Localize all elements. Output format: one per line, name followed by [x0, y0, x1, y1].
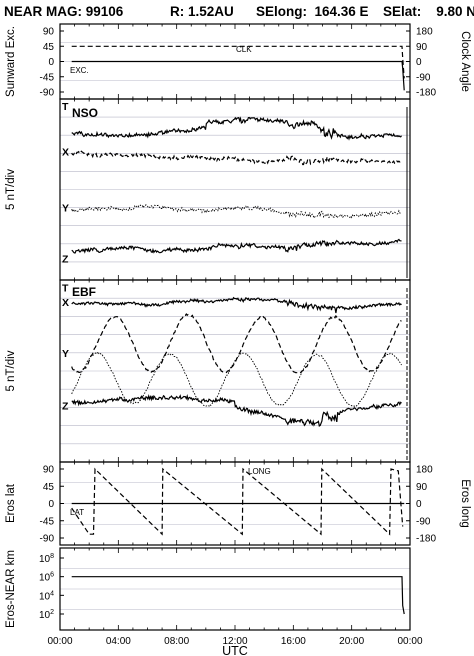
y-tick-label-left: 90: [43, 465, 55, 476]
nso-label: NSO: [72, 106, 98, 120]
series-clk: [71, 45, 405, 79]
ebf-label-x: X: [62, 297, 69, 309]
series-distance: [71, 576, 405, 615]
ebf-label-y: Y: [62, 348, 69, 360]
x-axis-label: UTC: [222, 644, 248, 656]
y-tick-label-left: -90: [40, 88, 55, 99]
ylabel-ebf: 5 nT/div: [5, 350, 17, 391]
ylabel-eros-lat: Eros lat: [5, 483, 17, 523]
x-tick-label: 04:00: [106, 636, 131, 647]
nso-label-z: Z: [62, 253, 69, 265]
ylabel-eros-long: Eros long: [459, 479, 471, 528]
y-tick-label-left: 102: [39, 609, 54, 621]
ebf-label: EBF: [72, 285, 96, 299]
y-tick-label-left: 0: [48, 57, 54, 68]
x-tick-label: 16:00: [281, 636, 306, 647]
y-tick-label-left: 45: [43, 42, 55, 53]
y-tick-label-right: -180: [416, 88, 436, 99]
y-tick-label-right: 180: [416, 27, 433, 38]
y-tick-label-right: 90: [416, 482, 428, 493]
x-tick-label: 00:00: [397, 636, 422, 647]
y-tick-label-left: 108: [39, 553, 54, 565]
panel-5: [59, 547, 411, 631]
y-tick-label-left: -90: [40, 534, 55, 545]
panel-2: [59, 98, 411, 281]
y-tick-label-left: -45: [40, 72, 55, 83]
nso-trace-x: [71, 150, 402, 166]
y-tick-label-left: 0: [48, 499, 54, 510]
y-tick-label-left: -45: [40, 516, 55, 527]
nso-label-t: T: [62, 101, 69, 113]
y-tick-label-left: 90: [43, 27, 55, 38]
ebf-label-z: Z: [62, 401, 69, 413]
label-long: LONG: [248, 467, 271, 476]
y-tick-label-right: 0: [416, 499, 422, 510]
distance-label: R: 1.52AU: [170, 4, 234, 19]
chart-header: NEAR MAG: 99106 R: 1.52AU SElong: 164.36…: [0, 4, 474, 24]
x-tick-label: 12:00: [222, 636, 247, 647]
nso-trace-t: [71, 116, 402, 141]
series-long: [71, 467, 404, 536]
ylabel-clock-angle: Clock Angle: [459, 31, 471, 92]
nso-trace-z: [71, 238, 402, 254]
ebf-label-t: T: [62, 282, 69, 294]
nso-trace-y: [71, 204, 402, 219]
label-clk: CLK: [236, 45, 252, 54]
y-tick-label-right: 180: [416, 465, 433, 476]
y-tick-label-right: 90: [416, 42, 428, 53]
x-tick-label: 20:00: [339, 636, 364, 647]
ebf-trace-y: [71, 350, 402, 407]
y-tick-label-right: -180: [416, 534, 436, 545]
ebf-trace-x: [71, 312, 402, 374]
x-tick-label: 08:00: [164, 636, 189, 647]
y-tick-label-right: -90: [416, 72, 431, 83]
nso-label-y: Y: [62, 203, 69, 215]
chart-title: NEAR MAG: 99106: [4, 4, 124, 19]
selong-label: SElong: 164.36 E: [256, 4, 369, 19]
selat-label: SElat: 9.80 N: [383, 4, 474, 19]
y-tick-label-left: 104: [39, 590, 54, 602]
x-tick-label: 00:00: [47, 636, 72, 647]
y-tick-label-left: 106: [39, 572, 54, 584]
y-tick-label-right: 0: [416, 57, 422, 68]
ylabel-nso: 5 nT/div: [5, 169, 17, 210]
ebf-trace-z: [71, 393, 402, 427]
label-lat: LAT: [70, 508, 84, 517]
y-tick-label-left: 45: [43, 482, 55, 493]
label-exc: EXC.: [70, 66, 89, 75]
y-tick-label-right: -90: [416, 516, 431, 527]
nso-label-x: X: [62, 146, 69, 158]
panel-3: [59, 279, 411, 463]
ebf-trace-t: [71, 296, 402, 314]
ylabel-eros-near-km: Eros-NEAR km: [5, 550, 17, 628]
ylabel-sunward-exc: Sunward Exc.: [5, 26, 17, 97]
series-exc: [71, 60, 405, 91]
